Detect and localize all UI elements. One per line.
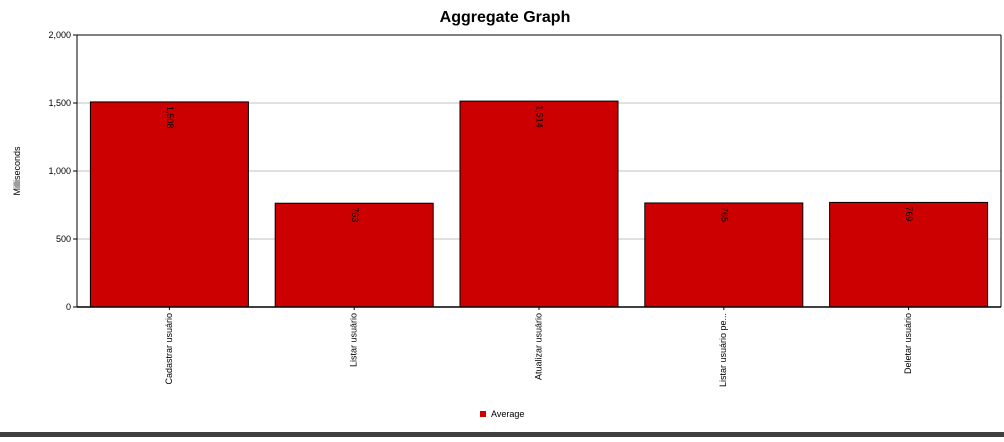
bar <box>459 100 619 308</box>
legend-swatch-average <box>480 411 486 417</box>
bar <box>274 202 434 308</box>
y-tick-label: 0 <box>66 302 71 312</box>
bar <box>829 201 989 308</box>
y-tick-label: 500 <box>56 234 71 244</box>
plot-area: 0 500 1,000 1,500 2,000 1,508 Cadastrar usuári… <box>48 30 1002 387</box>
bar <box>89 101 249 308</box>
x-tick-label: Deletar usuário <box>903 313 913 374</box>
bar-value-label: 769 <box>904 206 914 221</box>
x-tick-label: Cadastrar usuário <box>164 313 174 385</box>
chart-title: Aggregate Graph <box>440 9 571 26</box>
y-tick-label: 1,500 <box>48 98 71 108</box>
bar <box>644 202 804 308</box>
x-tick-label: Listar usuário pe... <box>718 313 728 387</box>
y-tick-label: 1,000 <box>48 166 71 176</box>
y-axis-label: Milliseconds <box>12 146 22 196</box>
legend-label-average: Average <box>491 409 524 419</box>
window-bottom-border <box>0 432 1004 437</box>
x-tick-label: Atualizar usuário <box>533 313 543 380</box>
y-tick-label: 2,000 <box>48 30 71 40</box>
legend: Average <box>480 409 524 419</box>
bar-value-label: 1,514 <box>535 105 545 128</box>
bar-value-label: 1,508 <box>165 106 175 129</box>
bar-value-label: 765 <box>719 207 729 222</box>
bar-value-label: 763 <box>350 207 360 222</box>
x-tick-label: Listar usuário <box>349 313 359 367</box>
